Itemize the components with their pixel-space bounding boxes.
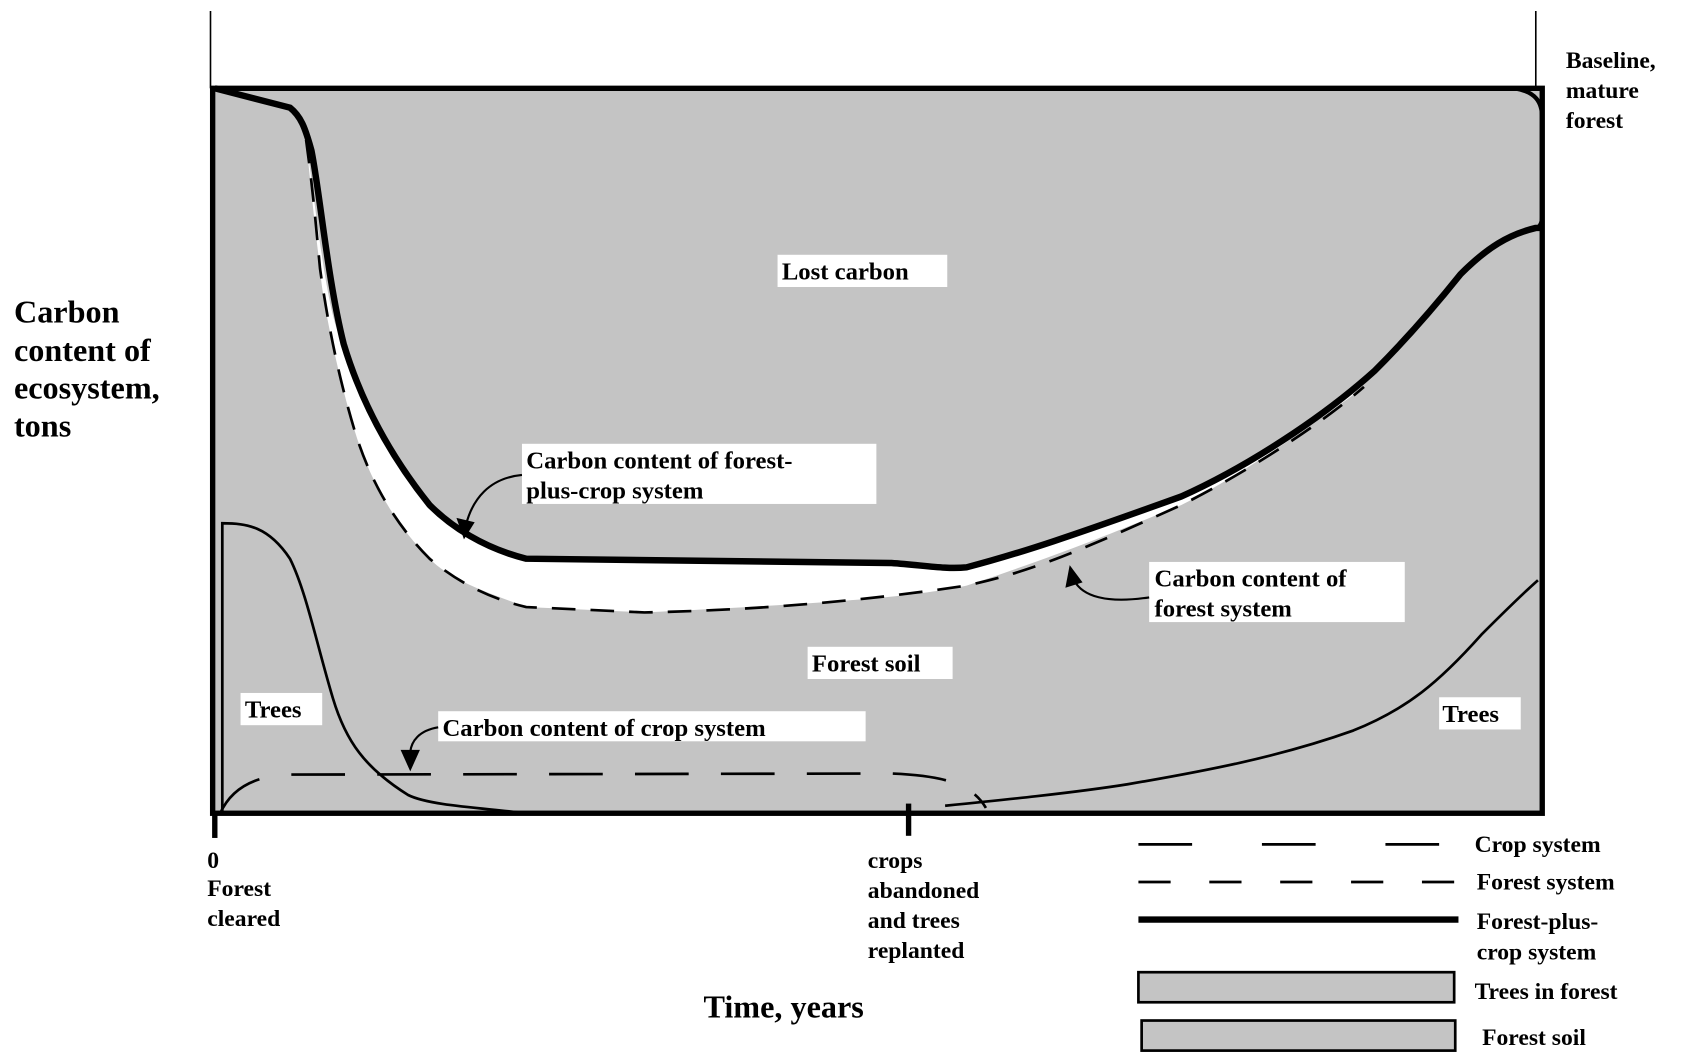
region-label: Trees bbox=[1442, 701, 1499, 728]
y-axis-label: tons bbox=[14, 407, 71, 443]
forest-system-curve bbox=[304, 139, 1365, 614]
label-box bbox=[777, 254, 948, 288]
baseline-label: mature bbox=[1566, 78, 1639, 104]
region-label: Forest soil bbox=[812, 650, 921, 677]
legend-label: Forest soil bbox=[1482, 1025, 1586, 1051]
marker-label: replanted bbox=[868, 938, 965, 964]
marker-label: abandoned bbox=[868, 878, 980, 904]
plot-area bbox=[212, 88, 1543, 814]
annotation: Carbon content of crop system bbox=[442, 715, 766, 742]
annotation: forest system bbox=[1155, 596, 1293, 623]
legend-swatch bbox=[1137, 970, 1456, 1004]
annotation: Carbon content of forest- bbox=[526, 448, 792, 475]
annotation: Carbon content of bbox=[1155, 566, 1348, 593]
label-box bbox=[240, 692, 323, 726]
trees-curve-left bbox=[220, 521, 527, 815]
marker-label: Forest bbox=[207, 876, 271, 902]
region-label: Lost carbon bbox=[782, 258, 909, 285]
y-axis-label: content of bbox=[14, 332, 152, 368]
marker-label: and trees bbox=[868, 908, 960, 934]
annotation: plus-crop system bbox=[526, 478, 704, 505]
x-axis-label: Time, years bbox=[703, 988, 863, 1024]
crop-system-curve bbox=[218, 772, 988, 814]
arrow bbox=[409, 726, 439, 753]
label-box bbox=[1149, 561, 1405, 623]
forest-plus-crop-curve bbox=[213, 85, 1543, 572]
legend-label: Forest-plus- bbox=[1477, 909, 1599, 935]
y-axis-label: ecosystem, bbox=[14, 370, 160, 406]
baseline-label: Baseline, bbox=[1566, 48, 1656, 74]
legend-label: crop system bbox=[1477, 939, 1597, 965]
label-box bbox=[807, 646, 953, 680]
arrowhead bbox=[456, 517, 475, 540]
legend-label: Crop system bbox=[1475, 832, 1601, 858]
marker-label: crops bbox=[868, 848, 923, 874]
region-label: Trees bbox=[245, 697, 302, 724]
arrow bbox=[1073, 579, 1150, 601]
arrowhead bbox=[400, 749, 420, 772]
trees-curve-right bbox=[944, 579, 1539, 808]
marker-label: 0 bbox=[207, 848, 219, 874]
legend-label: Trees in forest bbox=[1475, 979, 1618, 1005]
label-box bbox=[1439, 697, 1521, 730]
marker-label: cleared bbox=[207, 906, 280, 932]
legend-swatch bbox=[1140, 1019, 1457, 1052]
baseline-label: forest bbox=[1566, 108, 1623, 134]
y-axis-label: Carbon bbox=[14, 293, 120, 329]
legend-label: Forest system bbox=[1477, 870, 1615, 896]
frame bbox=[209, 85, 1545, 816]
label-box bbox=[521, 443, 877, 504]
label-box bbox=[438, 711, 866, 742]
arrowhead bbox=[1065, 565, 1083, 588]
arrow bbox=[465, 473, 523, 525]
